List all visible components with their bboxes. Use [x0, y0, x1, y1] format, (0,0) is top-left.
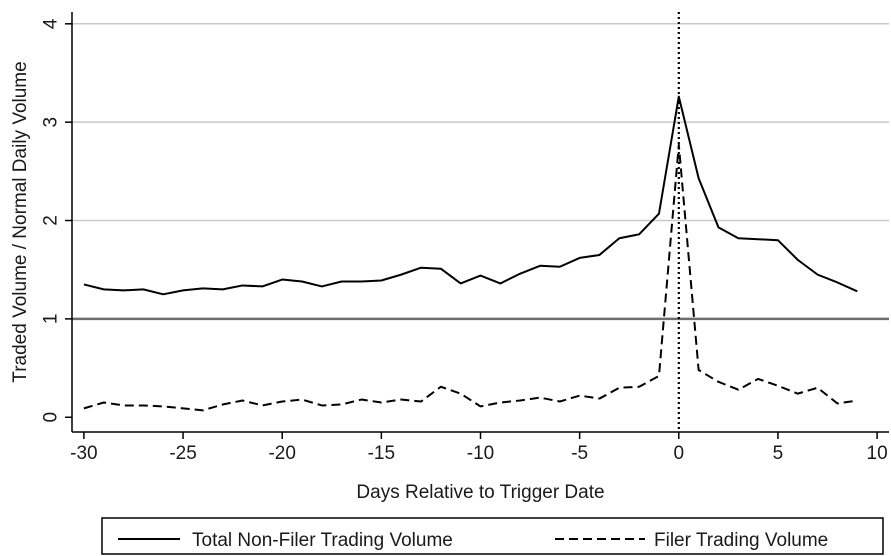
x-tick-label: -30 — [70, 443, 97, 464]
legend-label-total-non-filer: Total Non-Filer Trading Volume — [192, 530, 453, 551]
axes — [71, 12, 889, 433]
y-tick-label: 0 — [41, 412, 62, 423]
x-tick-label: 0 — [674, 443, 685, 464]
series-line-0 — [83, 95, 858, 296]
x-tick-label: -20 — [268, 443, 295, 464]
legend-label-filer: Filer Trading Volume — [654, 530, 828, 551]
y-tick-label: 4 — [41, 18, 62, 29]
series-lines — [83, 95, 858, 412]
y-axis-title: Traded Volume / Normal Daily Volume — [10, 61, 31, 382]
y-tick-label: 3 — [41, 117, 62, 128]
legend: Total Non-Filer Trading Volume Filer Tra… — [101, 517, 884, 555]
x-tick-label: -10 — [467, 443, 494, 464]
series-line-1 — [83, 143, 858, 412]
x-tick-label: -15 — [368, 443, 395, 464]
gridlines — [72, 23, 889, 222]
ticks: -30 -25 -20 -15 -10 -5 0 5 10 0 1 2 3 4 — [41, 18, 888, 464]
y-tick-label: 2 — [41, 215, 62, 226]
x-tick-label: 5 — [773, 443, 784, 464]
x-axis-title: Days Relative to Trigger Date — [356, 482, 604, 503]
legend-box — [101, 517, 884, 555]
x-tick-label: -25 — [169, 443, 196, 464]
x-tick-label: -5 — [571, 443, 588, 464]
y-tick-label: 1 — [41, 314, 62, 325]
reference-lines — [72, 12, 889, 432]
x-tick-label: 10 — [867, 443, 888, 464]
